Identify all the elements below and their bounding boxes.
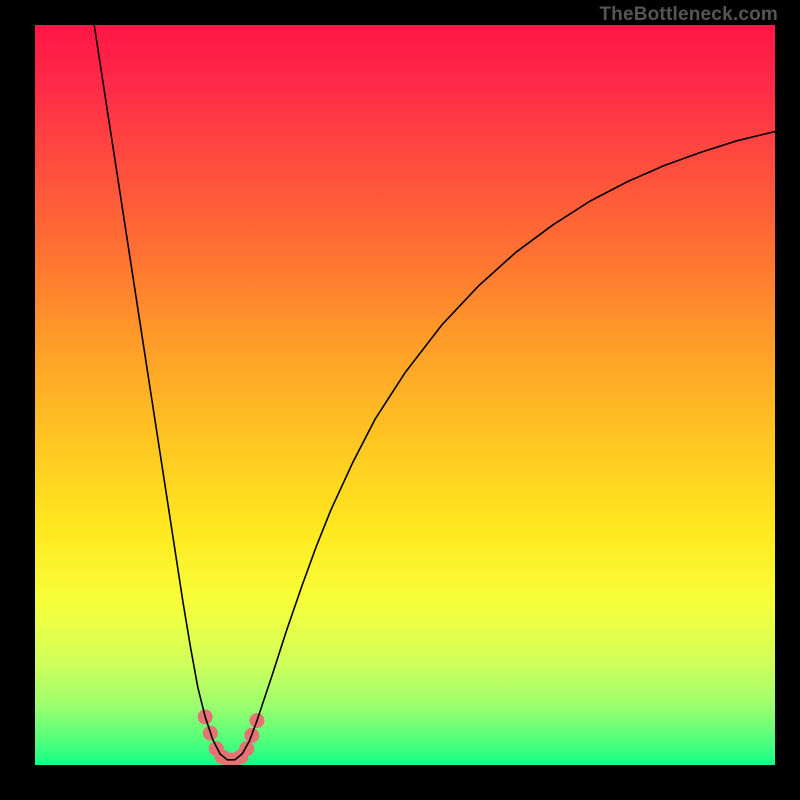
curve-layer — [35, 25, 775, 765]
bottleneck-curve — [94, 25, 775, 760]
watermark-text: TheBottleneck.com — [599, 4, 778, 26]
plot-area — [35, 25, 775, 765]
chart-root: TheBottleneck.com — [0, 0, 800, 800]
